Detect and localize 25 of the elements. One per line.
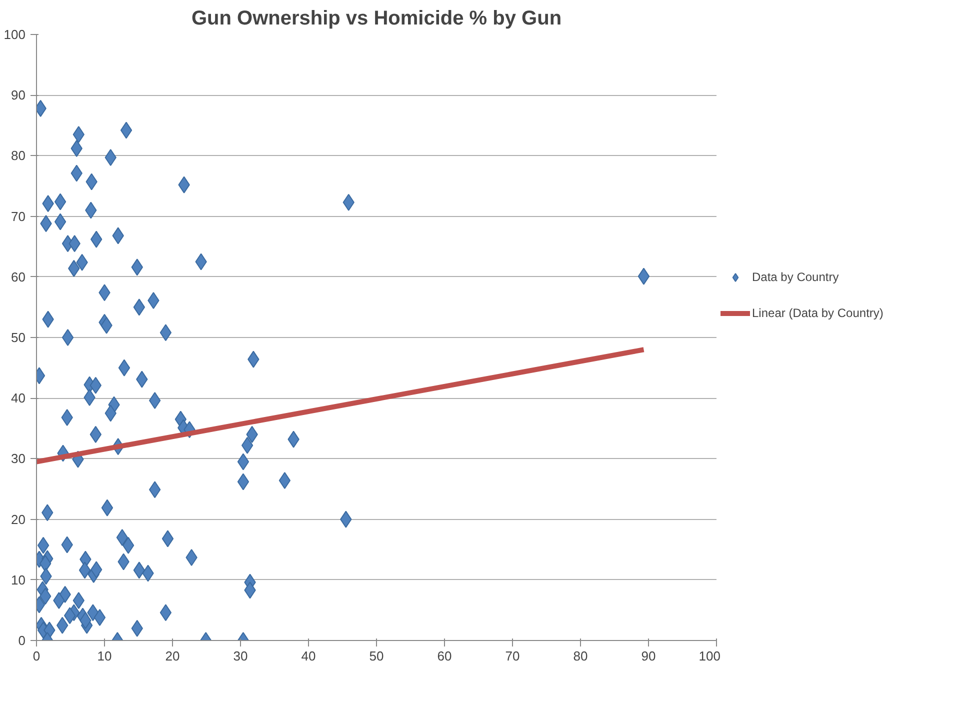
x-tick-label: 0 xyxy=(32,648,40,664)
y-tick-label: 0 xyxy=(18,633,26,648)
x-tick-label: 60 xyxy=(437,648,452,664)
y-tick-label: 30 xyxy=(11,451,26,466)
x-tick-label: 90 xyxy=(641,648,656,664)
x-tick-label: 70 xyxy=(505,648,520,664)
x-tick-label: 50 xyxy=(369,648,384,664)
x-tick-label: 100 xyxy=(698,648,721,664)
y-tick-label: 90 xyxy=(11,88,26,103)
legend-label: Linear (Data by Country) xyxy=(752,306,884,320)
y-tick-label: 50 xyxy=(11,330,26,345)
y-tick-label: 100 xyxy=(4,27,26,42)
chart-title: Gun Ownership vs Homicide % by Gun xyxy=(191,8,562,30)
x-tick-label: 10 xyxy=(97,648,112,664)
x-tick-label: 20 xyxy=(165,648,180,664)
y-tick-label: 80 xyxy=(11,148,26,164)
y-tick-label: 40 xyxy=(11,390,26,406)
y-tick-label: 10 xyxy=(11,572,26,588)
x-tick-label: 30 xyxy=(233,648,248,664)
y-tick-label: 70 xyxy=(11,208,26,224)
y-tick-label: 20 xyxy=(11,512,26,527)
x-tick-label: 80 xyxy=(573,648,588,664)
x-tick-label: 40 xyxy=(301,648,316,664)
legend-label: Data by Country xyxy=(752,270,839,284)
y-tick-label: 60 xyxy=(11,269,26,284)
